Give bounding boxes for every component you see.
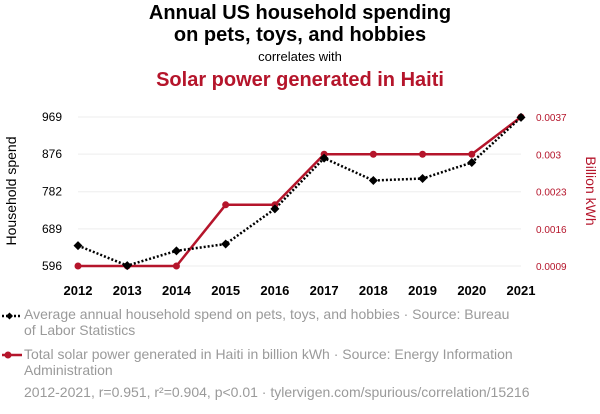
series-1-point xyxy=(221,239,231,249)
series-1-point xyxy=(171,246,181,256)
right-axis-ticks: 0.0009 0.0016 0.0023 0.003 0.0037 xyxy=(536,113,567,273)
legend-series-1: Average annual household spend on pets, … xyxy=(24,306,510,338)
y-axis-right-label: Billion kWh xyxy=(583,156,599,225)
series-1-point xyxy=(467,158,477,168)
series-1-point xyxy=(270,204,280,214)
series-1-point xyxy=(122,261,132,271)
series-2-point xyxy=(419,150,427,158)
chart-title-line-1: Annual US household spending xyxy=(148,2,452,24)
series-2-line xyxy=(78,116,522,268)
x-tick-label: 2021 xyxy=(507,283,536,298)
x-tick-label: 2019 xyxy=(408,283,437,298)
grid-lines xyxy=(78,116,521,267)
y-left-tick-label: 596 xyxy=(42,259,62,273)
series-2-point xyxy=(468,150,476,158)
y-left-tick-label: 969 xyxy=(42,110,62,124)
series-lines xyxy=(77,116,522,268)
series-1-point xyxy=(319,153,329,163)
y-right-tick-label: 0.0023 xyxy=(536,188,567,199)
x-axis-ticks: 2012 2013 2014 2015 2016 2017 2018 2019 2020 2021 xyxy=(64,283,536,298)
y-right-tick-label: 0.003 xyxy=(536,150,561,161)
legend-series-2: Total solar power generated in Haiti in … xyxy=(24,346,513,378)
x-tick-label: 2015 xyxy=(211,283,240,298)
series-2-point xyxy=(369,150,377,158)
chart-title-series-2: Solar power generated in Haiti xyxy=(156,69,444,91)
legend-marker-series-2 xyxy=(2,351,22,359)
series-markers xyxy=(73,112,526,271)
legend-marker-series-1 xyxy=(2,312,22,320)
series-1-point xyxy=(73,241,83,251)
x-tick-label: 2018 xyxy=(359,283,388,298)
correlates-with-label: correlates with xyxy=(258,49,342,64)
x-tick-label: 2012 xyxy=(64,283,93,298)
y-left-tick-label: 782 xyxy=(42,185,62,199)
series-1-point xyxy=(516,112,526,122)
y-right-tick-label: 0.0037 xyxy=(536,113,567,124)
series-2-point xyxy=(172,262,180,270)
y-right-tick-label: 0.0009 xyxy=(536,262,567,273)
y-right-tick-label: 0.0016 xyxy=(536,225,567,236)
series-2-point xyxy=(222,201,230,209)
y-left-tick-label: 876 xyxy=(42,147,62,161)
series-2-point xyxy=(74,262,82,270)
footer-stats: 2012-2021, r=0.951, r²=0.904, p<0.01 · t… xyxy=(24,384,530,400)
left-axis-ticks: 596 689 782 876 969 xyxy=(42,110,62,273)
chart-title-line-2: on pets, toys, and hobbies xyxy=(173,24,427,46)
x-tick-label: 2014 xyxy=(162,283,192,298)
x-tick-label: 2013 xyxy=(113,283,142,298)
y-axis-left-label: Household spend xyxy=(3,137,19,246)
x-tick-label: 2020 xyxy=(457,283,486,298)
y-left-tick-label: 689 xyxy=(42,222,62,236)
x-tick-label: 2017 xyxy=(310,283,339,298)
series-1-point xyxy=(418,174,428,184)
series-1-point xyxy=(368,176,378,186)
x-tick-label: 2016 xyxy=(260,283,289,298)
